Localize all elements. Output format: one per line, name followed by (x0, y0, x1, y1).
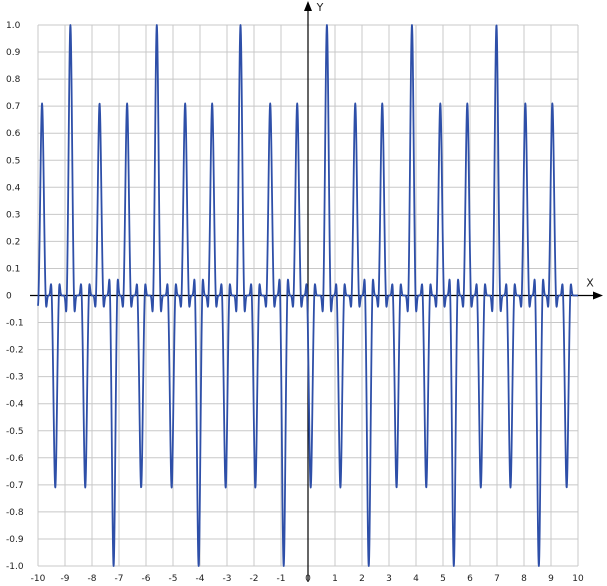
y-tick-label: 0.1 (6, 264, 20, 274)
series-line (37, 24, 579, 567)
y-tick-label: -0.4 (6, 400, 24, 410)
tick-labels: -1.0 -0.9 -0.8 -0.7 -0.6 -0.5 -0.4 -0.3 -0.2 -0.1… (6, 21, 584, 584)
series-layer (37, 24, 579, 567)
x-tick-label: -2 (250, 574, 259, 584)
y-axis-title: Y (316, 1, 324, 14)
y-tick-label: 0.5 (6, 156, 20, 166)
y-tick-label: -0.2 (6, 346, 24, 356)
y-tick-label: -0.8 (6, 508, 24, 518)
x-tick-label: 0 (305, 574, 311, 584)
y-tick-label: 0 (6, 292, 12, 302)
x-tick-label: -6 (142, 574, 151, 584)
y-tick-label: -0.5 (6, 427, 24, 437)
y-tick-label: -0.7 (6, 481, 24, 491)
x-tick-label: 2 (359, 574, 365, 584)
x-tick-label: 8 (521, 574, 527, 584)
x-tick-label: -3 (223, 574, 232, 584)
y-tick-label: -0.6 (6, 454, 24, 464)
y-tick-label: 0.7 (6, 102, 20, 112)
x-axis-arrow (593, 291, 603, 300)
x-tick-label: -1 (277, 574, 286, 584)
y-tick-label: 0.9 (6, 48, 21, 58)
x-tick-label: -9 (61, 574, 70, 584)
x-tick-label: 10 (572, 574, 584, 584)
x-tick-label: 1 (332, 574, 338, 584)
y-tick-label: 0.4 (6, 183, 21, 193)
x-axis-title: X (586, 277, 594, 290)
x-tick-label: 7 (494, 574, 500, 584)
x-tick-label: 5 (440, 574, 446, 584)
y-tick-label: 0.6 (6, 129, 21, 139)
y-tick-label: -1.0 (6, 562, 24, 572)
x-tick-label: 6 (467, 574, 473, 584)
x-tick-label: 3 (386, 574, 392, 584)
y-tick-label: -0.9 (6, 535, 24, 545)
y-tick-label: 1.0 (6, 21, 21, 31)
y-axis-arrow (304, 1, 312, 11)
x-tick-label: 4 (413, 574, 419, 584)
y-tick-label: 0.2 (6, 237, 20, 247)
x-tick-label: -7 (115, 574, 124, 584)
x-tick-label: 9 (548, 574, 554, 584)
x-tick-label: -5 (169, 574, 178, 584)
y-tick-label: 0.8 (6, 75, 21, 85)
x-tick-label: -10 (31, 574, 46, 584)
y-tick-label: -0.1 (6, 319, 24, 329)
x-tick-label: -4 (196, 574, 205, 584)
y-tick-label: 0.3 (6, 210, 20, 220)
x-tick-label: -8 (88, 574, 97, 584)
y-tick-label: -0.3 (6, 373, 24, 383)
